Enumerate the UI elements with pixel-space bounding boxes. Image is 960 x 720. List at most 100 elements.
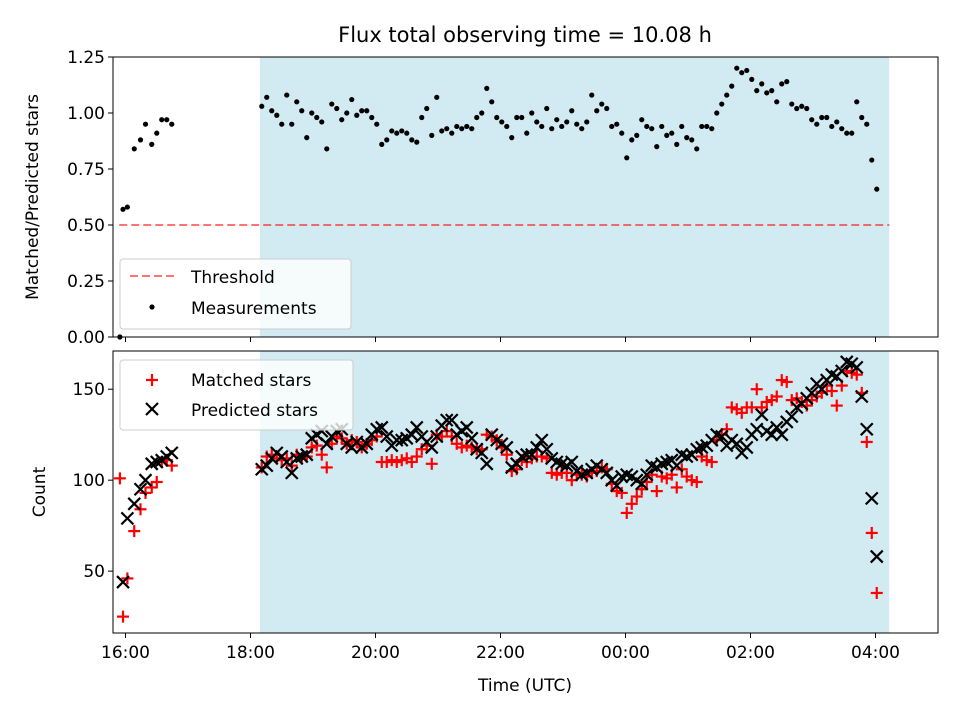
matched-star-point xyxy=(625,497,638,510)
measurement-point xyxy=(809,117,815,123)
measurement-point xyxy=(704,123,710,130)
measurement-point xyxy=(304,135,310,141)
bottom-panel: 50 100 150 16:00 18:00 20:00 22:00 00:00 02:00 0… xyxy=(30,350,939,696)
measurement-point xyxy=(142,121,149,127)
y-tick-label: 0.00 xyxy=(67,328,105,348)
matched-star-point xyxy=(113,472,126,485)
measurement-point xyxy=(259,103,265,109)
measurement-point xyxy=(624,155,630,161)
top-axes-frame xyxy=(112,56,939,338)
bottom-y-axis-label: Count xyxy=(30,466,50,517)
measurement-point xyxy=(754,88,760,94)
matched-star-point xyxy=(315,448,328,461)
measurement-point xyxy=(614,121,620,127)
predicted-star-point xyxy=(459,420,474,435)
measurement-point xyxy=(569,108,575,114)
measurement-point xyxy=(844,130,850,136)
measurement-point xyxy=(774,99,780,105)
measurement-point xyxy=(379,141,385,147)
y-tick-label: 0.50 xyxy=(67,216,105,236)
predicted-star-point xyxy=(834,364,849,378)
measurement-point xyxy=(649,126,655,132)
measurement-point xyxy=(429,132,435,138)
measurement-point xyxy=(154,130,160,136)
predicted-star-point xyxy=(564,455,579,469)
matched-star-point xyxy=(865,526,878,539)
matched-star-point xyxy=(410,450,423,463)
measurement-point xyxy=(589,92,595,98)
matched-star-point xyxy=(425,457,438,470)
matched-star-point xyxy=(850,368,863,381)
measurements-points xyxy=(117,65,880,340)
measurement-point xyxy=(559,123,565,130)
measurement-point xyxy=(784,79,790,85)
measurement-point xyxy=(644,123,650,130)
predicted-star-point xyxy=(409,420,424,435)
measurement-point xyxy=(854,99,860,105)
x-axis-label: Time (UTC) xyxy=(477,676,572,696)
measurement-point xyxy=(137,137,144,143)
measurement-point xyxy=(484,85,490,91)
measurement-point xyxy=(819,114,825,121)
matched-star-point xyxy=(860,435,873,448)
measurement-point xyxy=(359,108,365,114)
measurement-point xyxy=(834,119,840,125)
measurement-point xyxy=(514,114,520,121)
measurement-point xyxy=(369,114,375,121)
predicted-star-point xyxy=(814,382,829,396)
predicted-star-point xyxy=(539,442,554,457)
measurement-point xyxy=(124,204,130,210)
measurement-point xyxy=(319,119,325,125)
measurement-point xyxy=(779,81,785,87)
matched-star-point xyxy=(825,385,838,398)
matched-star-point xyxy=(650,485,663,498)
measurement-point xyxy=(529,110,535,116)
y-tick-label: 100 xyxy=(73,471,105,491)
predicted-star-point xyxy=(429,429,444,444)
predicted-star-point xyxy=(299,447,314,462)
measurement-point xyxy=(744,67,750,74)
matched-star-point xyxy=(690,475,703,488)
y-tick-label: 50 xyxy=(83,562,105,582)
measurement-point xyxy=(814,121,820,127)
measurement-point xyxy=(544,105,550,112)
measurement-point xyxy=(479,110,485,116)
predicted-star-point xyxy=(729,437,744,451)
predicted-star-point xyxy=(714,429,729,444)
predicted-star-point xyxy=(379,429,394,444)
predicted-star-point xyxy=(739,440,754,455)
matched-star-point xyxy=(615,486,628,499)
threshold-legend-label: Threshold xyxy=(190,268,275,288)
measurement-point xyxy=(414,139,420,145)
x-tick-label: 02:00 xyxy=(726,643,775,663)
measurement-point xyxy=(519,114,525,121)
matched-star-point xyxy=(630,490,643,503)
measurement-point xyxy=(524,130,530,136)
measurement-point xyxy=(454,123,460,130)
measurement-point xyxy=(709,126,715,132)
measurement-point xyxy=(719,101,725,107)
predicted-star-point xyxy=(279,455,294,469)
measurement-point xyxy=(334,105,340,112)
measurement-point xyxy=(849,130,855,136)
measurement-point xyxy=(824,114,830,121)
measurement-point xyxy=(604,105,610,112)
matched-star-point xyxy=(705,455,718,468)
measurement-point xyxy=(729,83,735,89)
measurement-point xyxy=(759,81,765,87)
measurement-point xyxy=(669,130,675,136)
matched-star-point xyxy=(310,439,323,452)
predicted-star-point xyxy=(804,386,819,400)
measurement-point xyxy=(629,137,635,143)
measurement-point xyxy=(829,123,835,130)
matched-star-point xyxy=(830,399,843,412)
bottom-legend: Matched stars Predicted stars xyxy=(119,359,354,431)
top-legend: Threshold Measurements xyxy=(119,258,352,330)
predicted-star-point xyxy=(784,409,799,424)
measurement-point xyxy=(714,110,720,116)
predicted-star-point xyxy=(284,466,299,480)
predicted-star-point xyxy=(849,360,864,375)
predicted-star-point xyxy=(634,477,649,491)
matched-star-point xyxy=(780,375,793,388)
measurement-point xyxy=(314,114,320,121)
